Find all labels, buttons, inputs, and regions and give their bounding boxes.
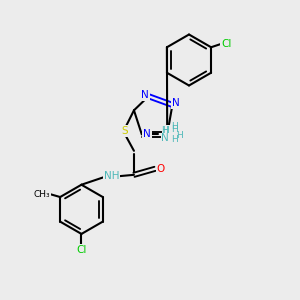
Text: N: N <box>143 130 151 140</box>
Text: H: H <box>176 131 183 140</box>
Text: NH: NH <box>104 171 119 181</box>
Text: O: O <box>157 164 165 174</box>
Text: H: H <box>162 126 169 135</box>
Text: N: N <box>141 90 149 100</box>
Text: S: S <box>122 126 128 136</box>
Text: H: H <box>171 122 178 131</box>
Text: Cl: Cl <box>221 39 231 49</box>
Text: N: N <box>172 98 180 108</box>
Text: N: N <box>161 134 169 143</box>
Text: H: H <box>161 126 168 135</box>
Text: N: N <box>162 135 170 145</box>
Text: H: H <box>171 124 178 134</box>
Text: Cl: Cl <box>76 245 87 255</box>
Text: CH₃: CH₃ <box>34 190 50 199</box>
Text: H: H <box>171 135 178 144</box>
